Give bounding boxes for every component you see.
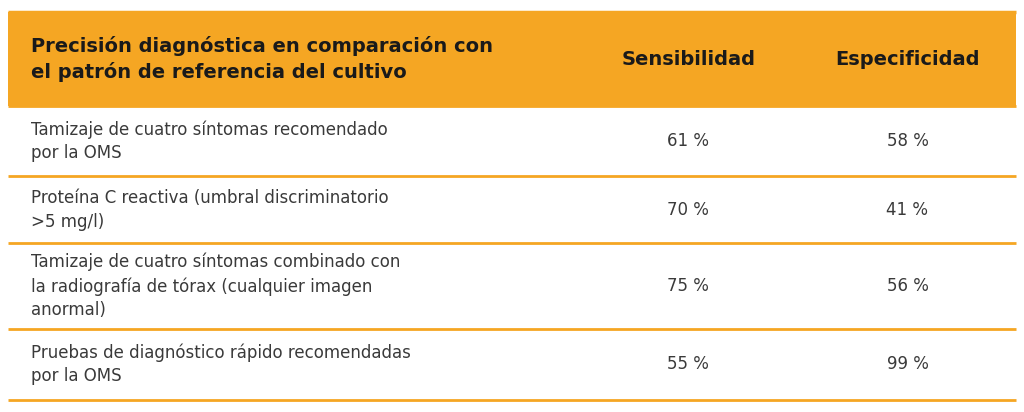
Text: 55 %: 55 % [668, 355, 710, 373]
Text: Precisión diagnóstica en comparación con
el patrón de referencia del cultivo: Precisión diagnóstica en comparación con… [31, 36, 493, 82]
Text: 70 %: 70 % [668, 201, 710, 219]
Text: Tamizaje de cuatro síntomas recomendado
por la OMS: Tamizaje de cuatro síntomas recomendado … [31, 120, 387, 162]
Bar [8, 243, 1016, 329]
Text: 56 %: 56 % [887, 277, 929, 295]
Text: Tamizaje de cuatro síntomas combinado con
la radiografía de tórax (cualquier ima: Tamizaje de cuatro síntomas combinado co… [31, 253, 400, 319]
Text: 41 %: 41 % [887, 201, 929, 219]
Text: 75 %: 75 % [668, 277, 710, 295]
Text: Especificidad: Especificidad [836, 49, 980, 69]
Text: Sensibilidad: Sensibilidad [622, 49, 756, 69]
Text: 58 %: 58 % [887, 132, 929, 150]
Text: 99 %: 99 % [887, 355, 929, 373]
Bar [8, 12, 1016, 106]
Text: Pruebas de diagnóstico rápido recomendadas
por la OMS: Pruebas de diagnóstico rápido recomendad… [31, 343, 411, 385]
Bar [8, 176, 1016, 243]
Text: 61 %: 61 % [668, 132, 710, 150]
Text: Proteína C reactiva (umbral discriminatorio
>5 mg/l): Proteína C reactiva (umbral discriminato… [31, 189, 388, 231]
Bar [8, 329, 1016, 400]
Bar [8, 106, 1016, 176]
